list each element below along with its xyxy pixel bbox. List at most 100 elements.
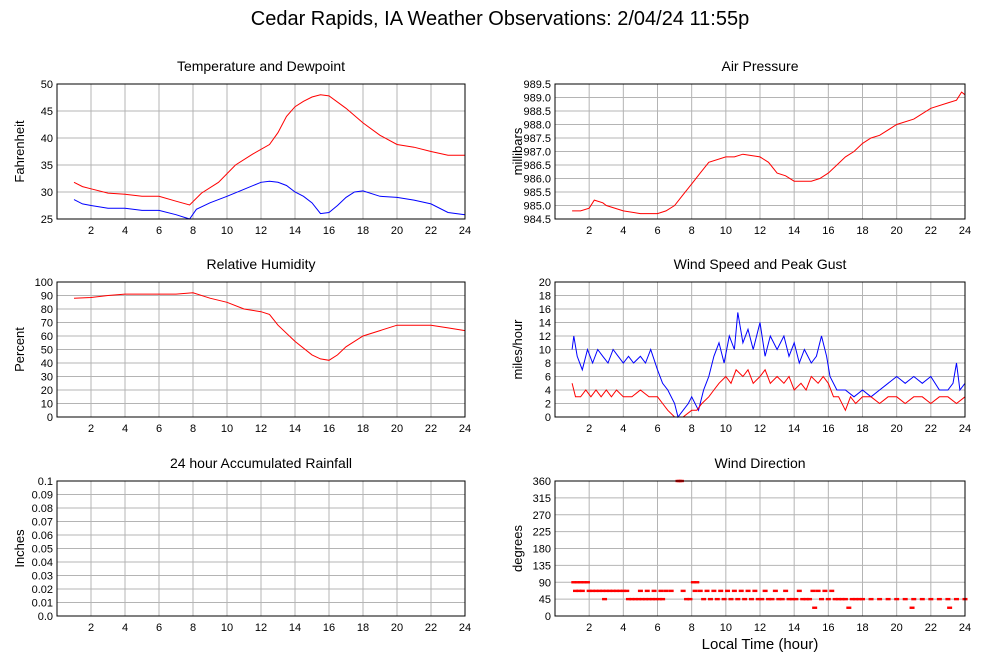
data-point — [783, 589, 789, 593]
x-tick-label: 4 — [620, 622, 626, 634]
series-line-2 — [571, 368, 966, 418]
data-point — [636, 597, 642, 601]
data-point — [602, 597, 608, 601]
y-tick-label: 90 — [41, 291, 53, 303]
x-tick-label: 16 — [822, 622, 834, 634]
y-tick-label: 988.5 — [523, 106, 551, 118]
chart-title: Wind Speed and Peak Gust — [674, 256, 847, 272]
data-point — [836, 597, 842, 601]
x-tick-label: 2 — [88, 225, 94, 237]
x-tick-label: 20 — [891, 225, 903, 237]
y-tick-label: 40 — [41, 133, 53, 145]
data-point — [911, 597, 917, 601]
x-tick-label: 4 — [122, 225, 128, 237]
chart-title: Temperature and Dewpoint — [177, 58, 345, 74]
y-tick-label: 0.08 — [32, 503, 53, 515]
series-line-1 — [73, 94, 465, 206]
y-tick-label: 986.5 — [523, 160, 551, 172]
data-point — [759, 597, 765, 601]
data-point — [779, 597, 785, 601]
x-tick-label: 2 — [586, 622, 592, 634]
data-point — [945, 597, 951, 601]
y-tick-label: 225 — [533, 527, 551, 539]
data-point — [839, 597, 845, 601]
data-point — [629, 597, 635, 601]
x-tick-label: 2 — [586, 423, 592, 435]
data-point — [625, 597, 631, 601]
y-tick-label: 180 — [533, 544, 551, 556]
x-tick-label: 18 — [357, 423, 369, 435]
y-tick-label: 2 — [545, 399, 551, 411]
data-point — [947, 606, 953, 609]
x-tick-label: 8 — [689, 423, 695, 435]
y-axis-label: miles/hour — [510, 319, 525, 380]
x-tick-label: 12 — [255, 622, 267, 634]
y-tick-label: 0.01 — [32, 598, 53, 610]
data-point — [718, 589, 724, 593]
data-point — [752, 589, 758, 593]
series-line-1 — [571, 312, 966, 419]
y-tick-label: 0.09 — [32, 490, 53, 502]
y-axis-label: millibars — [510, 127, 525, 175]
chart-title: Air Pressure — [721, 58, 798, 74]
data-point — [853, 597, 859, 601]
plot-frame — [554, 281, 966, 418]
y-tick-label: 987.5 — [523, 133, 551, 145]
data-point — [832, 597, 838, 601]
x-tick-label: 24 — [459, 423, 471, 435]
x-tick-label: 12 — [754, 622, 766, 634]
x-tick-label: 22 — [925, 622, 937, 634]
x-tick-label: 18 — [856, 423, 868, 435]
data-point — [660, 597, 666, 601]
plot-frame — [554, 480, 966, 617]
x-axis-label: Local Time (hour) — [701, 636, 819, 653]
y-tick-label: 270 — [533, 510, 551, 522]
plot-frame — [56, 281, 466, 418]
y-tick-label: 60 — [41, 331, 53, 343]
data-point — [856, 597, 862, 601]
x-tick-label: 8 — [689, 622, 695, 634]
data-point — [690, 581, 696, 584]
data-point — [584, 581, 590, 584]
y-tick-label: 985.0 — [523, 201, 551, 213]
data-point — [573, 589, 578, 593]
y-tick-label: 30 — [41, 187, 53, 199]
data-point — [680, 589, 686, 593]
data-point — [936, 597, 942, 601]
y-tick-label: 6 — [545, 372, 551, 384]
y-tick-label: 80 — [41, 304, 53, 316]
x-tick-label: 20 — [391, 225, 403, 237]
data-point — [590, 589, 596, 593]
y-axis-label: Percent — [12, 327, 27, 372]
data-point — [701, 597, 707, 601]
data-point — [803, 597, 809, 601]
series-line-2 — [73, 180, 466, 220]
data-point — [810, 589, 816, 593]
data-point — [748, 597, 754, 601]
x-tick-label: 22 — [925, 225, 937, 237]
x-tick-label: 14 — [788, 225, 800, 237]
x-tick-label: 12 — [754, 423, 766, 435]
y-tick-label: 989.0 — [523, 93, 551, 105]
y-tick-label: 0.06 — [32, 530, 53, 542]
data-point — [687, 597, 693, 601]
data-point — [725, 589, 731, 593]
y-tick-label: 988.0 — [523, 120, 551, 132]
x-tick-label: 12 — [754, 225, 766, 237]
data-point — [786, 597, 792, 601]
x-tick-label: 20 — [891, 622, 903, 634]
data-point — [815, 589, 821, 593]
x-tick-label: 22 — [425, 225, 437, 237]
data-point — [822, 589, 828, 593]
y-tick-label: 12 — [539, 331, 551, 343]
y-tick-label: 40 — [41, 358, 53, 370]
x-tick-label: 24 — [459, 225, 471, 237]
y-tick-label: 70 — [41, 318, 53, 330]
data-point — [704, 589, 710, 593]
y-tick-label: 0.04 — [32, 557, 53, 569]
x-tick-label: 8 — [689, 225, 695, 237]
series-line-1 — [73, 292, 466, 361]
data-point — [846, 606, 852, 609]
x-tick-label: 6 — [156, 225, 162, 237]
